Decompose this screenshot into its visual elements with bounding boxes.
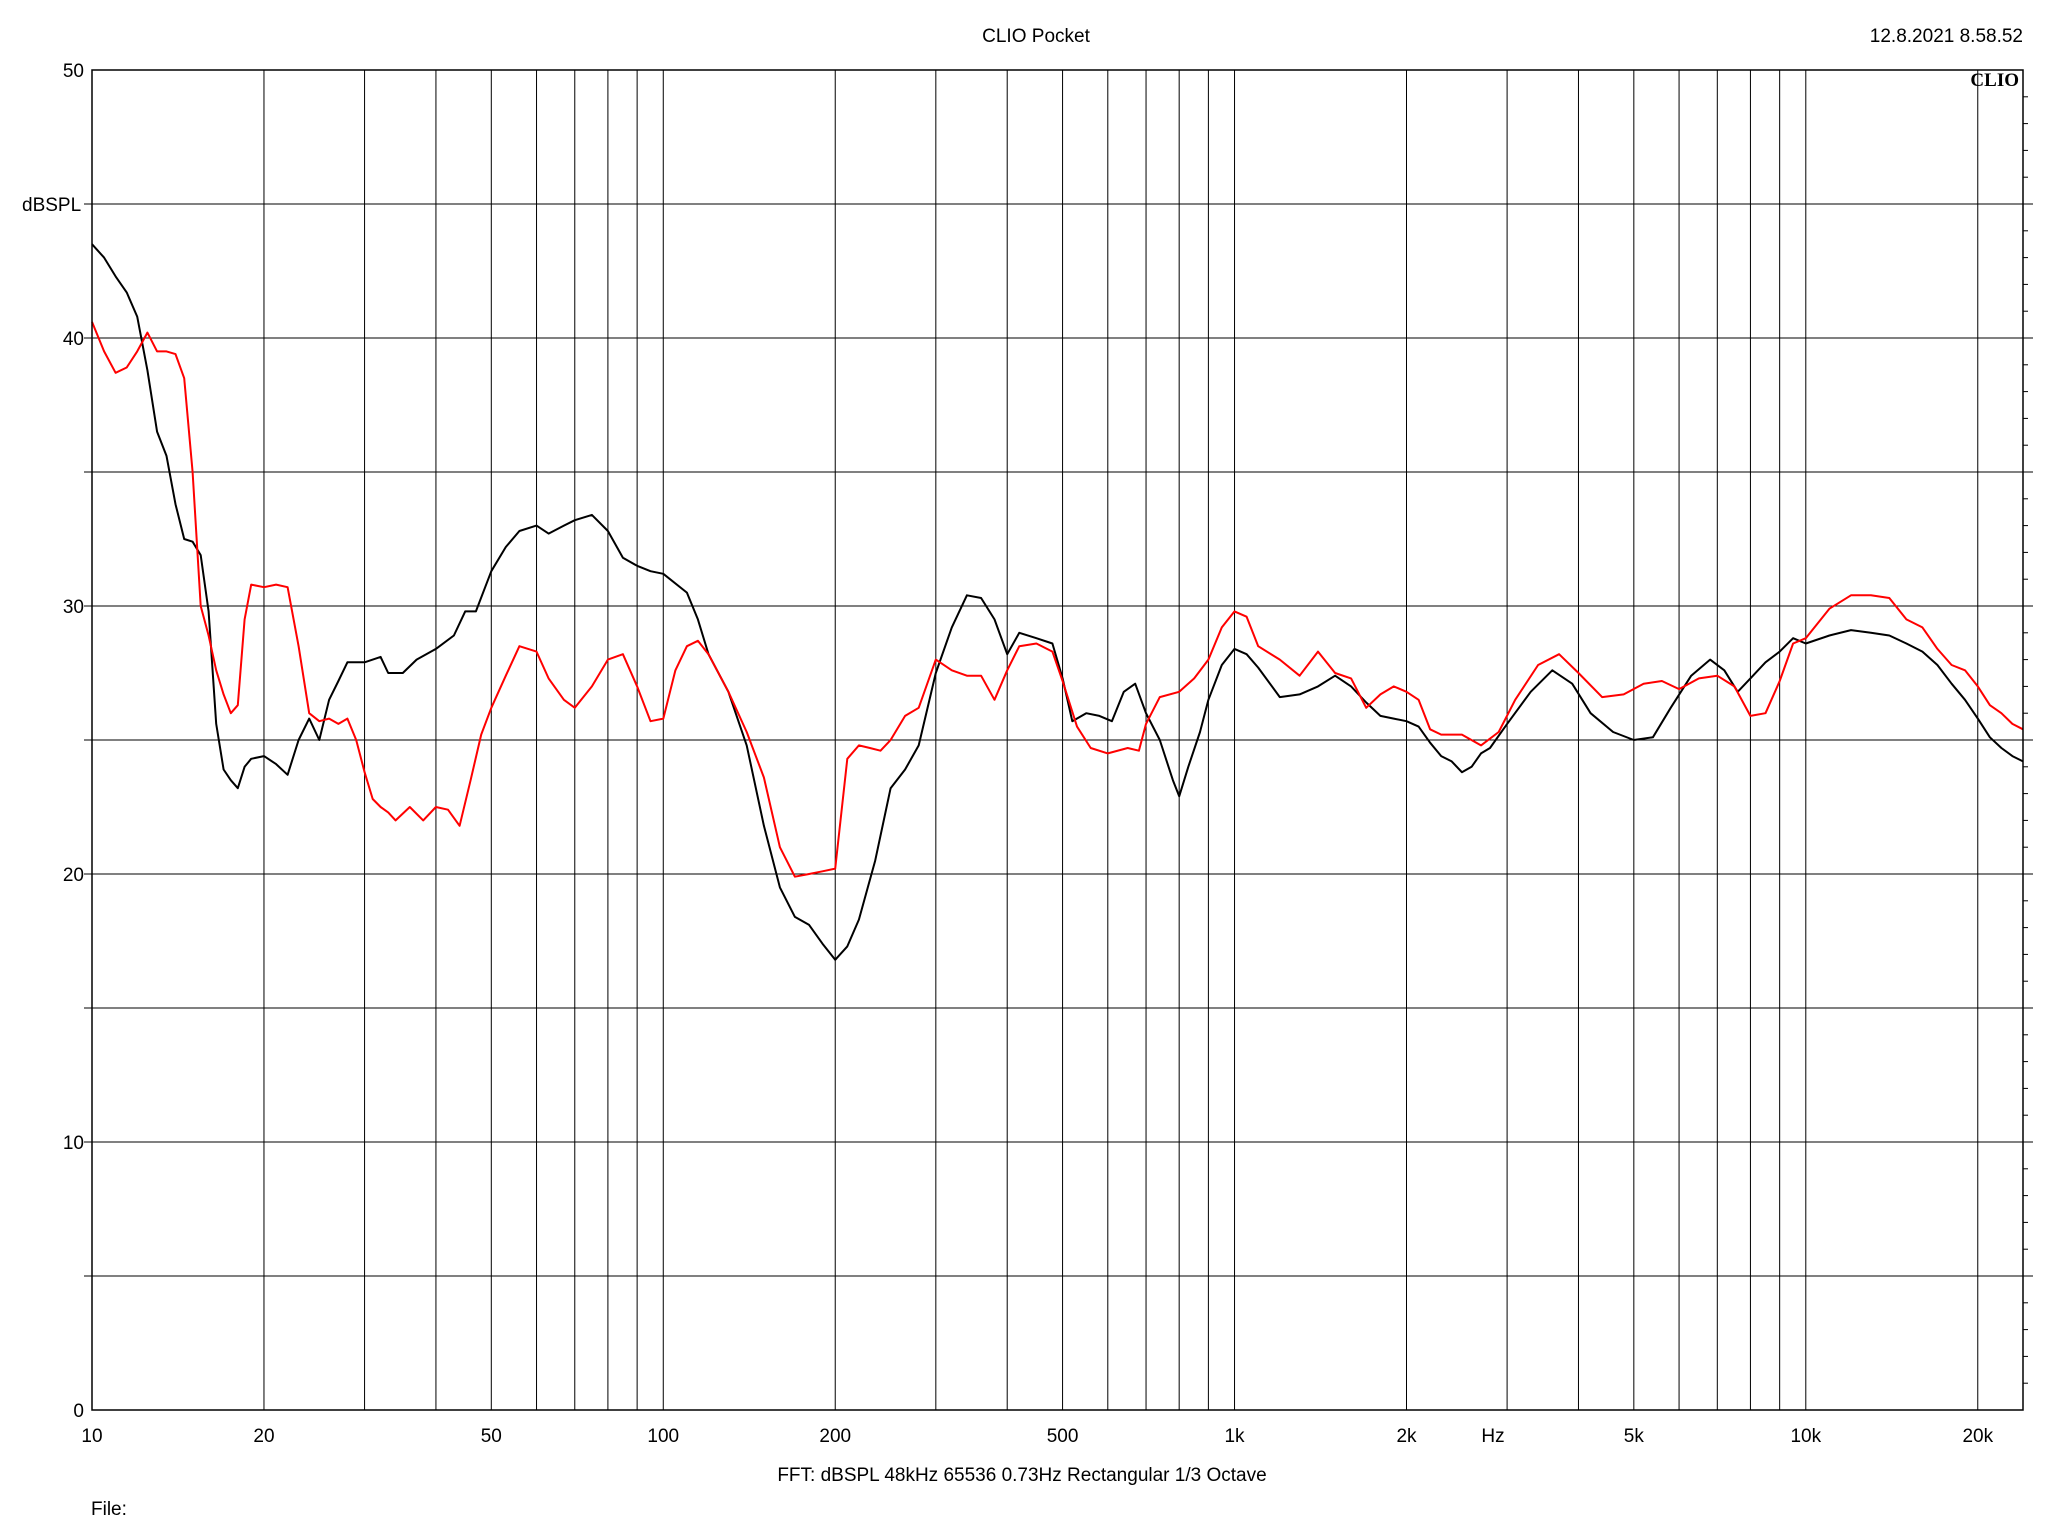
y-tick-label: 10 bbox=[63, 1133, 84, 1154]
series-layer bbox=[91, 243, 2024, 961]
grid bbox=[84, 70, 2033, 1410]
x-tick-label: 50 bbox=[481, 1426, 502, 1447]
series-line-black bbox=[91, 243, 2024, 961]
y-tick-label: 40 bbox=[63, 329, 84, 350]
series-line-red bbox=[91, 321, 2024, 878]
x-tick-label: 5k bbox=[1624, 1426, 1645, 1447]
clio-logo: CLIO bbox=[1970, 70, 2019, 91]
x-tick-label: 1k bbox=[1224, 1426, 1245, 1447]
y-tick-label: 20 bbox=[63, 865, 84, 886]
x-tick-label: 20k bbox=[1962, 1426, 1993, 1447]
y-tick-label: 50 bbox=[63, 61, 84, 82]
x-tick-label: 20 bbox=[253, 1426, 274, 1447]
y-axis-label: dBSPL bbox=[22, 195, 81, 216]
x-axis-label: Hz bbox=[1481, 1426, 1504, 1447]
plot-frame bbox=[91, 69, 2024, 1411]
file-label: File: bbox=[91, 1499, 127, 1520]
chart-title: CLIO Pocket bbox=[982, 26, 1090, 47]
x-tick-labels: 10 20 50 100 200 500 1k 2k 5k 10k 20k bbox=[81, 1426, 1993, 1447]
timestamp: 12.8.2021 8.58.52 bbox=[1870, 26, 2023, 47]
y-tick-labels: 0 10 20 30 40 50 bbox=[63, 61, 84, 1422]
x-tick-label: 500 bbox=[1047, 1426, 1079, 1447]
y-tick-label: 0 bbox=[73, 1401, 84, 1422]
x-tick-label: 200 bbox=[819, 1426, 851, 1447]
y-tick-label: 30 bbox=[63, 597, 84, 618]
x-tick-label: 10 bbox=[81, 1426, 102, 1447]
fft-settings: FFT: dBSPL 48kHz 65536 0.73Hz Rectangula… bbox=[777, 1465, 1266, 1486]
x-tick-label: 2k bbox=[1396, 1426, 1417, 1447]
x-tick-label: 10k bbox=[1790, 1426, 1821, 1447]
x-tick-label: 100 bbox=[647, 1426, 679, 1447]
